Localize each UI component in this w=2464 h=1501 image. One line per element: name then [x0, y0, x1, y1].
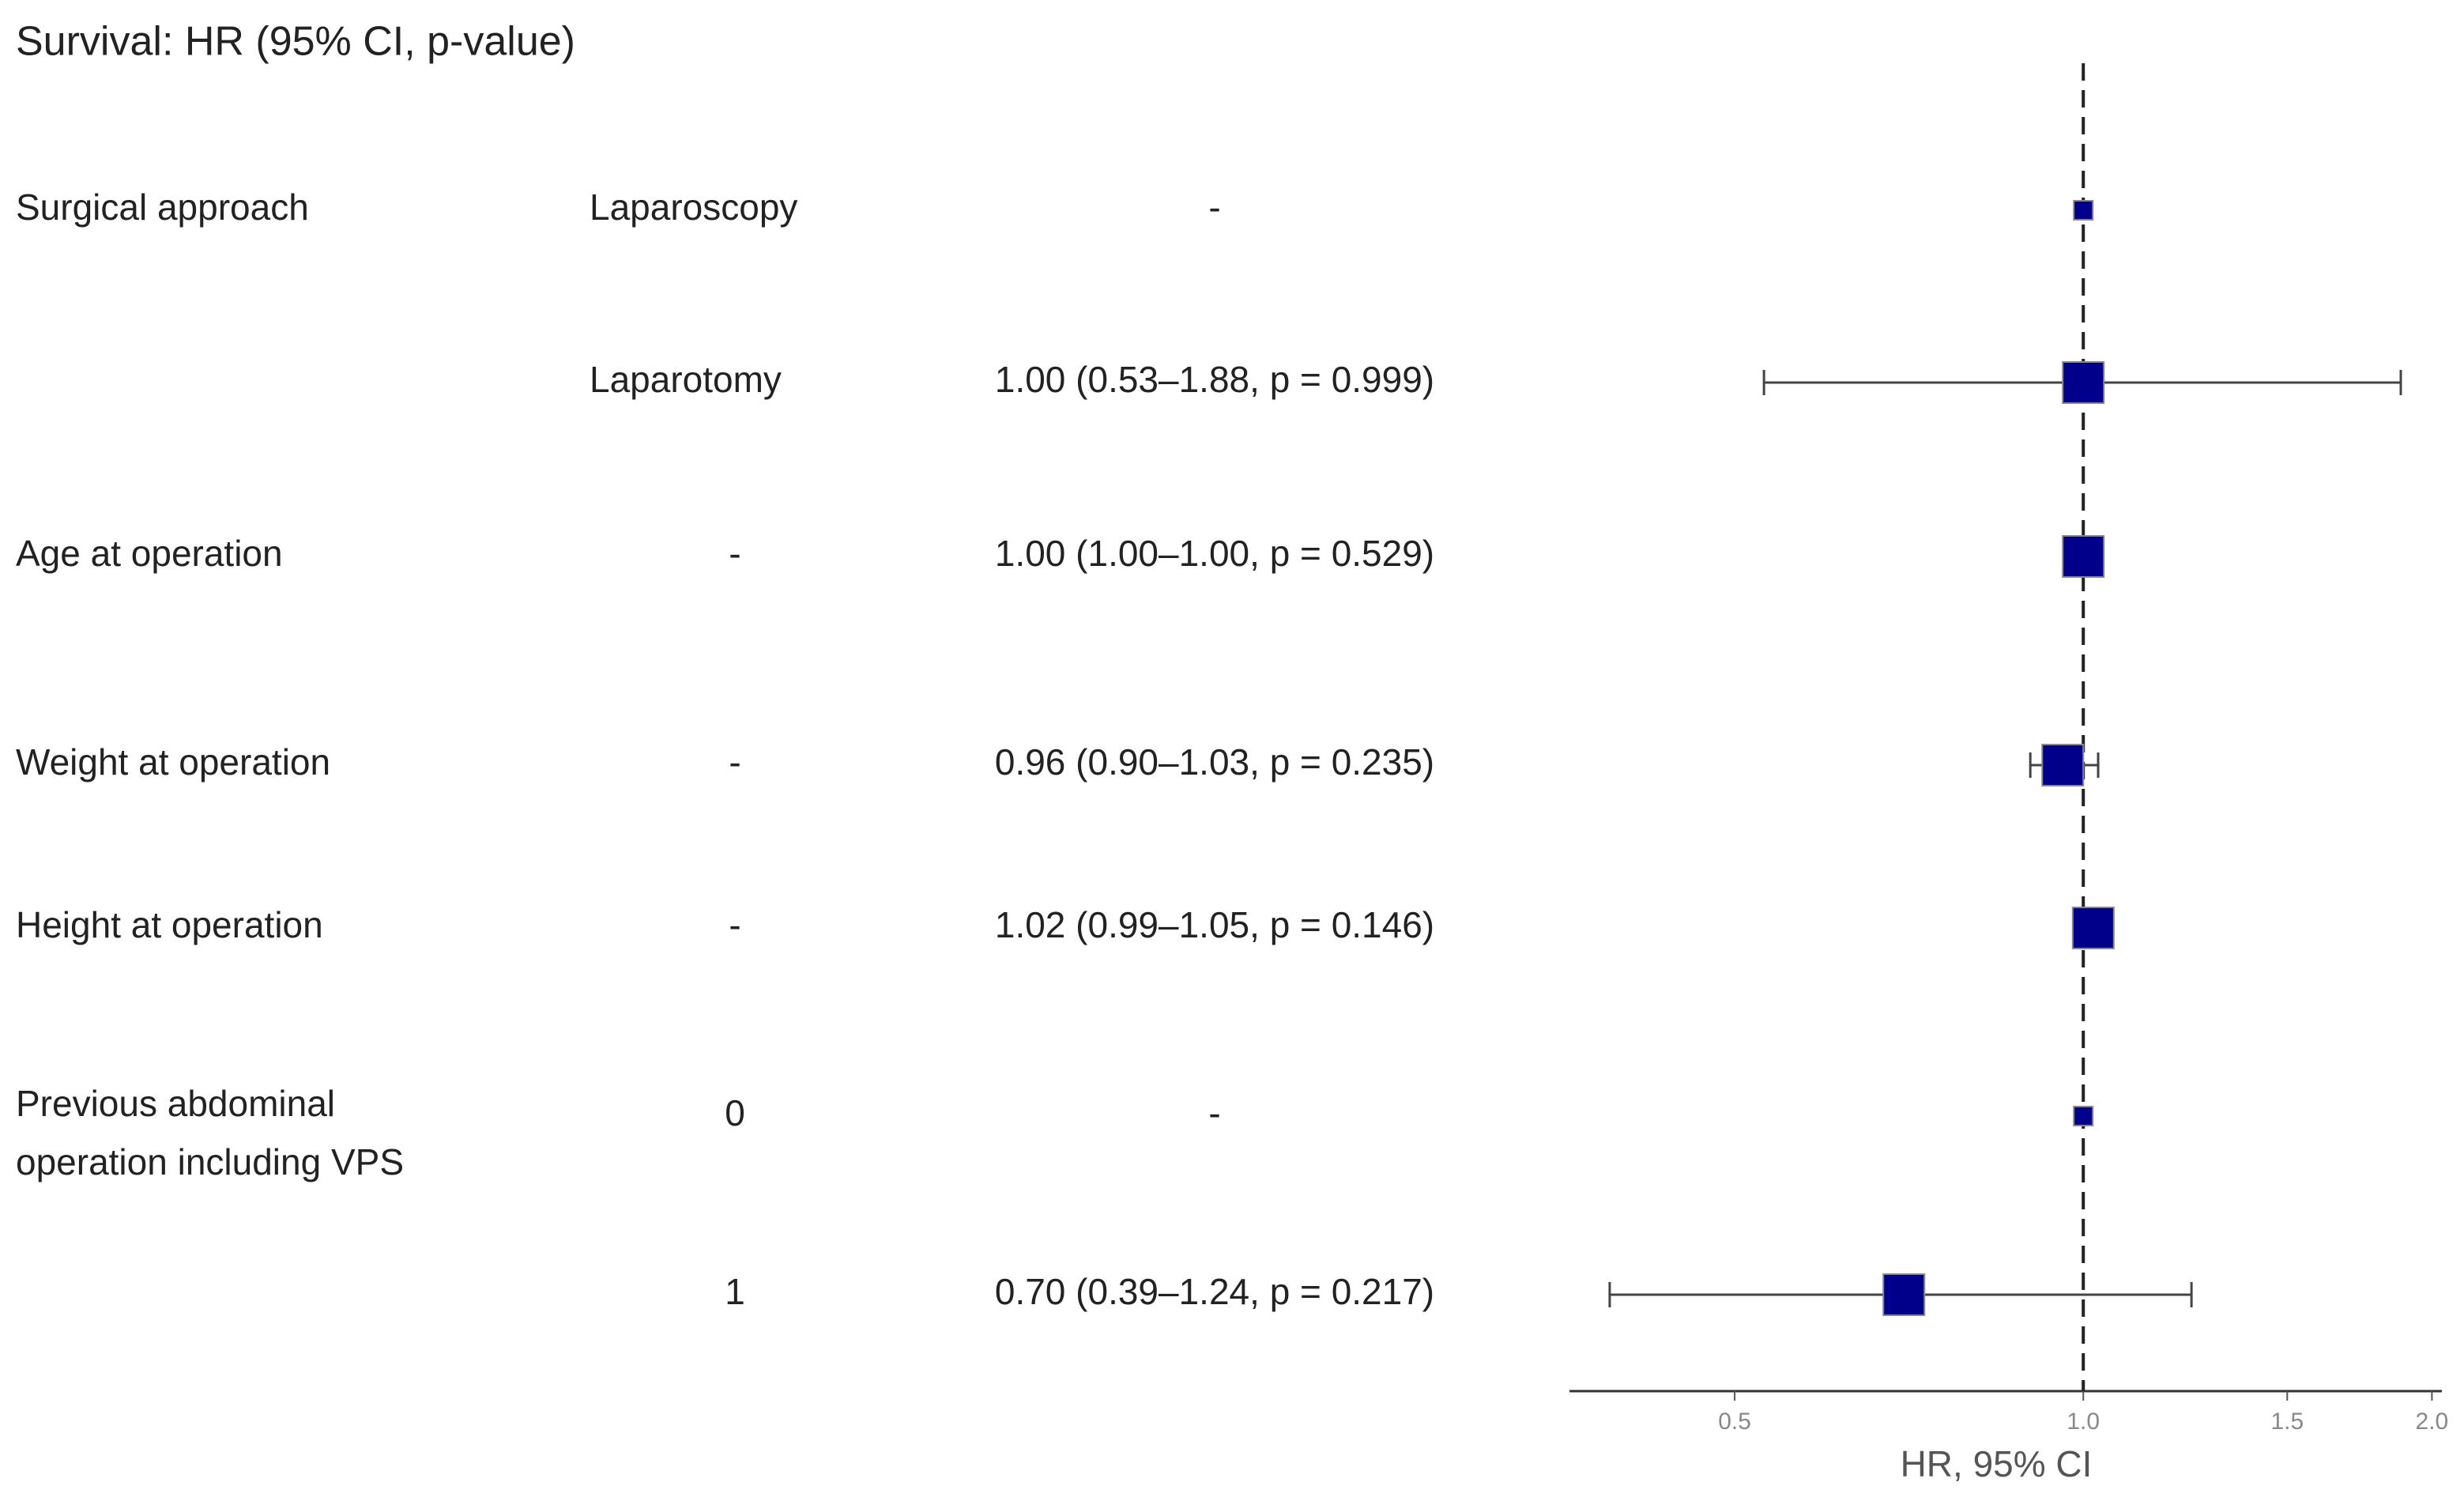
estimate-label: 1.00 (1.00–1.00, p = 0.529): [995, 533, 1434, 574]
hr-marker: [2071, 907, 2115, 949]
level-label: 0: [725, 1092, 745, 1133]
estimate-label: 0.96 (0.90–1.03, p = 0.235): [995, 741, 1434, 783]
level-label: 1: [725, 1271, 745, 1312]
hr-marker: [2062, 361, 2105, 404]
reference-marker: [2073, 1106, 2094, 1126]
level-label: -: [729, 533, 740, 574]
variable-label: Height at operation: [16, 904, 323, 945]
variable-label: Surgical approach: [16, 187, 309, 228]
level-label: Laparotomy: [590, 359, 782, 400]
x-tick-label: 0.5: [1718, 1409, 1751, 1435]
hr-marker: [1882, 1273, 1926, 1316]
estimate-label: -: [1208, 187, 1220, 228]
level-label: -: [729, 904, 740, 945]
hr-marker: [2062, 535, 2105, 578]
variable-label: operation including VPS: [16, 1141, 404, 1182]
variable-label: Weight at operation: [16, 741, 330, 783]
chart-title: Survival: HR (95% CI, p-value): [16, 19, 575, 65]
estimate-label: 1.02 (0.99–1.05, p = 0.146): [995, 904, 1434, 945]
estimate-label: 0.70 (0.39–1.24, p = 0.217): [995, 1271, 1434, 1312]
x-axis-title: HR, 95% CI: [1901, 1443, 2093, 1484]
reference-marker: [2073, 200, 2094, 221]
x-tick-label: 1.5: [2270, 1409, 2304, 1435]
level-label: -: [729, 741, 740, 783]
hr-marker: [2041, 744, 2085, 786]
estimate-label: -: [1208, 1092, 1220, 1133]
x-tick-label: 2.0: [2416, 1409, 2449, 1435]
variable-label: Previous abdominal: [16, 1083, 335, 1124]
x-tick-label: 1.0: [2067, 1409, 2100, 1435]
level-label: Laparoscopy: [590, 187, 797, 228]
variable-label: Age at operation: [16, 533, 283, 574]
estimate-label: 1.00 (0.53–1.88, p = 0.999): [995, 359, 1434, 400]
